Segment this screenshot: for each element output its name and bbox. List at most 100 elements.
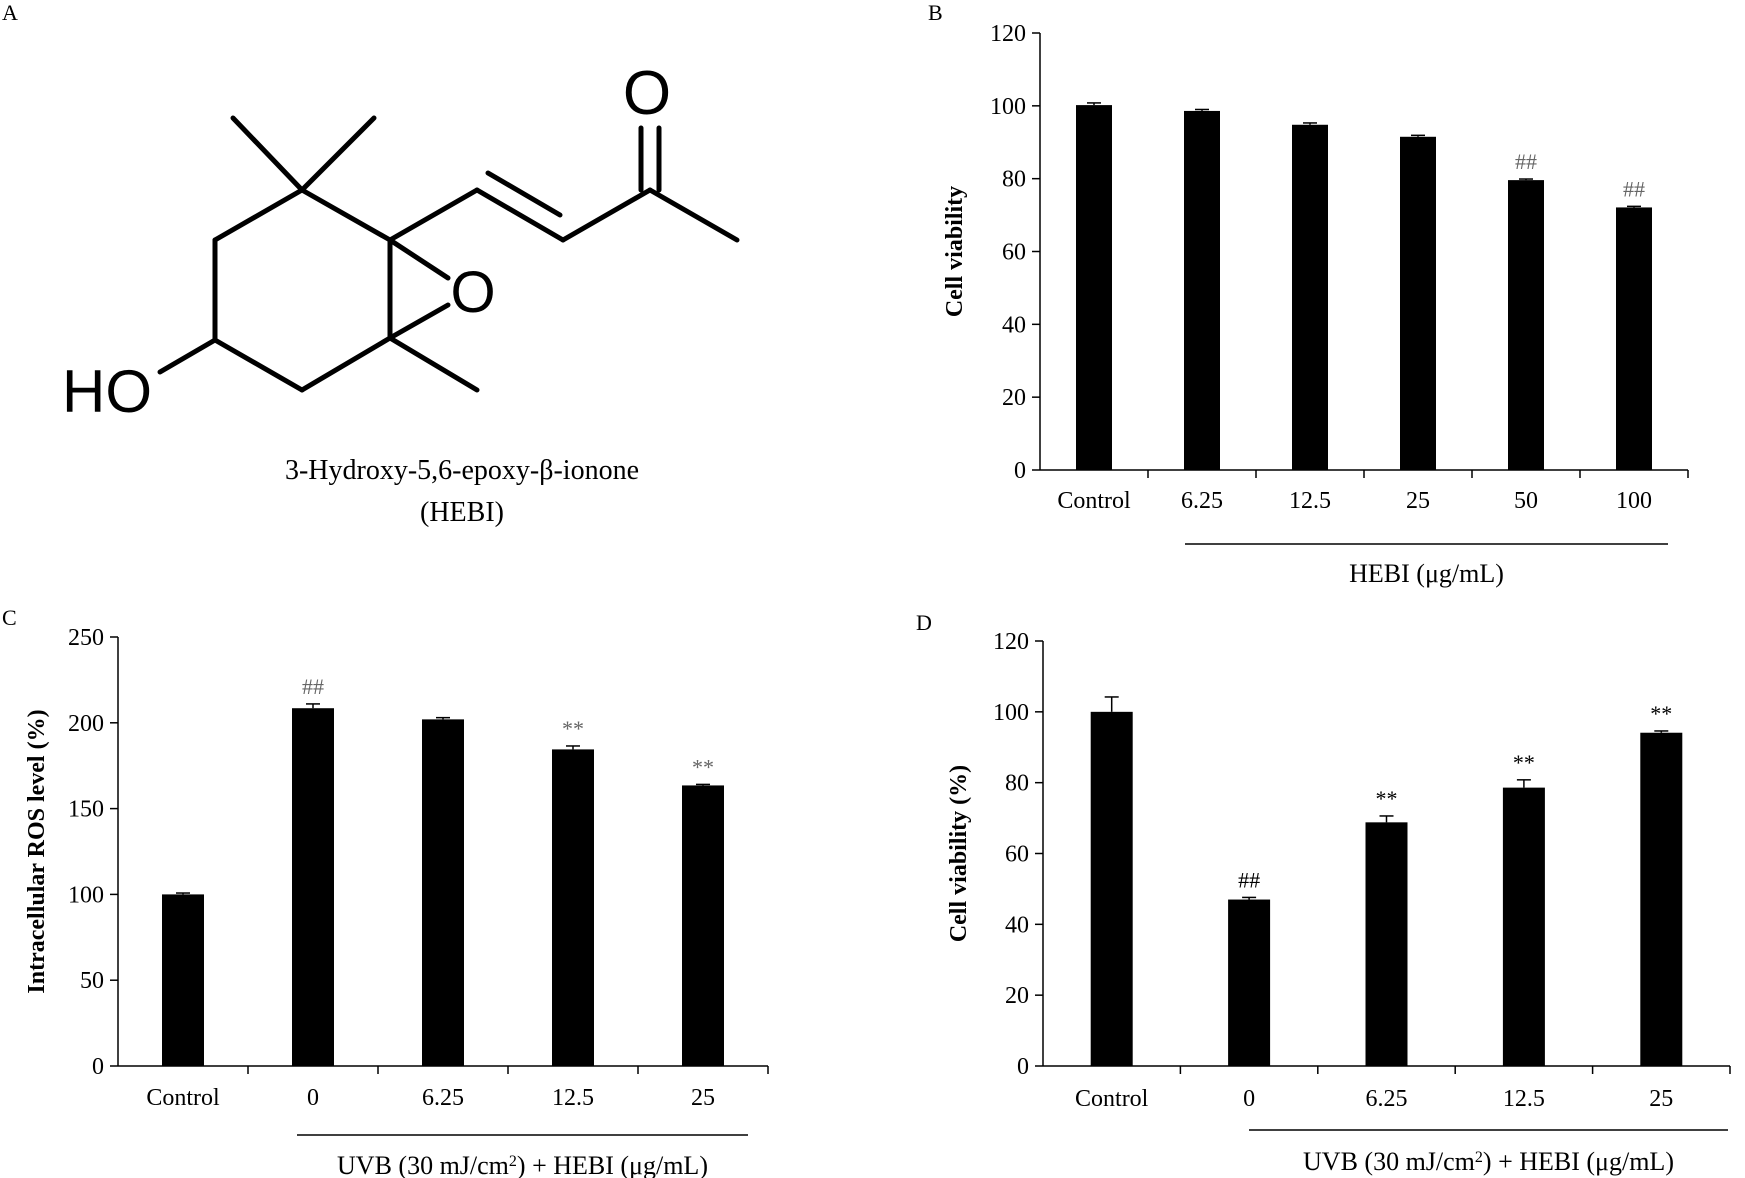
bar bbox=[1616, 207, 1652, 470]
panel-label-b: B bbox=[928, 0, 943, 25]
y-tick-label: 150 bbox=[68, 797, 104, 823]
y-tick-label: 80 bbox=[1002, 167, 1026, 193]
y-tick-label: 120 bbox=[993, 629, 1029, 655]
bar bbox=[1400, 136, 1436, 470]
significance-mark: ## bbox=[1515, 149, 1537, 174]
x-tick-label: 6.25 bbox=[1181, 488, 1223, 514]
x-tick-label: Control bbox=[1075, 1086, 1149, 1112]
significance-mark: ** bbox=[562, 716, 584, 741]
significance-marks: ## ** ** ** bbox=[1238, 701, 1672, 892]
x-tick-label: 12.5 bbox=[1289, 488, 1331, 514]
x-tick-label: 0 bbox=[307, 1085, 319, 1111]
x-tick-label: 25 bbox=[1406, 488, 1430, 514]
panel-label-a: A bbox=[2, 0, 18, 25]
chart-c: 0 50 100 150 200 250 ## ** ** Control 0 6.25 12.5 2… bbox=[24, 625, 769, 1178]
bar bbox=[1228, 899, 1271, 1066]
y-tick-label: 100 bbox=[993, 700, 1029, 726]
x-axis-title: UVB (30 mJ/cm2) + HEBI (μg/mL) bbox=[1303, 1147, 1674, 1176]
hydroxyl-label: HO bbox=[62, 358, 152, 425]
x-axis-title: UVB (30 mJ/cm2) + HEBI (μg/mL) bbox=[337, 1151, 708, 1178]
error-bars bbox=[1087, 102, 1641, 208]
bar bbox=[1184, 110, 1220, 470]
panel-label-c: C bbox=[2, 605, 17, 630]
panel-a: A O O HO 3-Hydroxy-5,6-epoxy-β-ionone bbox=[2, 0, 740, 528]
y-tick-label: 40 bbox=[1002, 312, 1026, 338]
panel-b: B 0 20 40 60 80 100 120 ## ## Control 6.25 12.5 25… bbox=[928, 0, 1689, 588]
bar bbox=[682, 785, 724, 1066]
error-bars bbox=[1104, 696, 1669, 900]
y-axis-title: Intracellular ROS level (%) bbox=[24, 709, 50, 993]
y-tick-label: 100 bbox=[990, 94, 1026, 120]
y-tick-label: 250 bbox=[68, 625, 104, 651]
chart-b: 0 20 40 60 80 100 120 ## ## Control 6.25 12.5 25 50… bbox=[942, 21, 1689, 588]
y-tick-label: 60 bbox=[1005, 842, 1029, 868]
y-tick-label: 40 bbox=[1005, 912, 1029, 938]
y-tick-label: 0 bbox=[1017, 1054, 1029, 1080]
bar bbox=[292, 708, 334, 1066]
significance-mark: ** bbox=[692, 754, 714, 779]
bar bbox=[1640, 732, 1683, 1066]
y-tick-label: 60 bbox=[1002, 240, 1026, 266]
y-tick-label: 0 bbox=[1014, 458, 1026, 484]
y-tick-label: 200 bbox=[68, 711, 104, 737]
x-tick-label: 25 bbox=[1649, 1086, 1673, 1112]
significance-mark: ## bbox=[302, 674, 324, 699]
x-tick-label: 6.25 bbox=[422, 1085, 464, 1111]
x-tick-label: 0 bbox=[1243, 1086, 1255, 1112]
bar bbox=[552, 749, 594, 1066]
x-tick-label: 25 bbox=[691, 1085, 715, 1111]
y-tick-label: 80 bbox=[1005, 771, 1029, 797]
y-tick-label: 0 bbox=[92, 1054, 104, 1080]
bar bbox=[1365, 822, 1408, 1066]
significance-mark: ** bbox=[1513, 750, 1535, 775]
bar bbox=[1090, 711, 1133, 1066]
compound-abbreviation: (HEBI) bbox=[420, 497, 504, 528]
bar bbox=[1292, 124, 1328, 471]
x-tick-label: Control bbox=[1057, 488, 1131, 514]
y-axis-ticks: 0 20 40 60 80 100 120 bbox=[990, 21, 1040, 484]
x-axis-ticks: Control 6.25 12.5 25 50 100 bbox=[1057, 470, 1689, 514]
significance-mark: ## bbox=[1238, 867, 1260, 892]
x-tick-label: 12.5 bbox=[1503, 1086, 1545, 1112]
x-tick-label: Control bbox=[146, 1085, 220, 1111]
y-tick-label: 120 bbox=[990, 21, 1026, 47]
y-axis-title: Cell viability (%) bbox=[946, 765, 972, 942]
bar bbox=[1508, 180, 1544, 470]
compound-name: 3-Hydroxy-5,6-epoxy-β-ionone bbox=[285, 455, 639, 486]
x-tick-label: 50 bbox=[1514, 488, 1538, 514]
y-axis-ticks: 0 20 40 60 80 100 120 bbox=[993, 629, 1043, 1080]
x-axis-ticks: Control 0 6.25 12.5 25 bbox=[146, 1066, 769, 1111]
significance-mark: ## bbox=[1623, 176, 1645, 201]
y-tick-label: 50 bbox=[80, 968, 104, 994]
y-axis-title: Cell viability bbox=[942, 186, 968, 317]
bars bbox=[1076, 105, 1652, 471]
y-tick-label: 100 bbox=[68, 882, 104, 908]
bars bbox=[1090, 711, 1683, 1066]
significance-mark: ** bbox=[1376, 786, 1398, 811]
bar bbox=[422, 719, 464, 1066]
bar bbox=[162, 894, 204, 1066]
x-tick-label: 12.5 bbox=[552, 1085, 594, 1111]
panel-d: D 0 20 40 60 80 100 120 ## ** ** ** Control 0 6.25 1… bbox=[916, 610, 1731, 1176]
ketone-oxygen-label: O bbox=[623, 59, 671, 128]
chart-d: 0 20 40 60 80 100 120 ## ** ** ** Control 0 6.25 12.… bbox=[946, 629, 1731, 1176]
epoxide-oxygen-label: O bbox=[450, 260, 495, 325]
hebi-structure-drawing bbox=[157, 115, 740, 393]
bar bbox=[1502, 787, 1545, 1066]
x-tick-label: 6.25 bbox=[1366, 1086, 1408, 1112]
y-axis-ticks: 0 50 100 150 200 250 bbox=[68, 625, 118, 1080]
panel-c: C 0 50 100 150 200 250 ## ** ** Control 0 6.25 12.… bbox=[2, 605, 769, 1178]
x-tick-label: 100 bbox=[1616, 488, 1652, 514]
y-tick-label: 20 bbox=[1005, 983, 1029, 1009]
significance-marks: ## ** ** bbox=[302, 674, 714, 779]
x-axis-title: HEBI (μg/mL) bbox=[1349, 559, 1504, 588]
panel-label-d: D bbox=[916, 610, 932, 635]
y-tick-label: 20 bbox=[1002, 385, 1026, 411]
bars bbox=[162, 708, 724, 1066]
x-axis-ticks: Control 0 6.25 12.5 25 bbox=[1075, 1066, 1731, 1112]
significance-mark: ** bbox=[1650, 701, 1672, 726]
bar bbox=[1076, 105, 1112, 470]
significance-marks: ## ## bbox=[1515, 149, 1645, 201]
error-bars bbox=[176, 703, 710, 895]
